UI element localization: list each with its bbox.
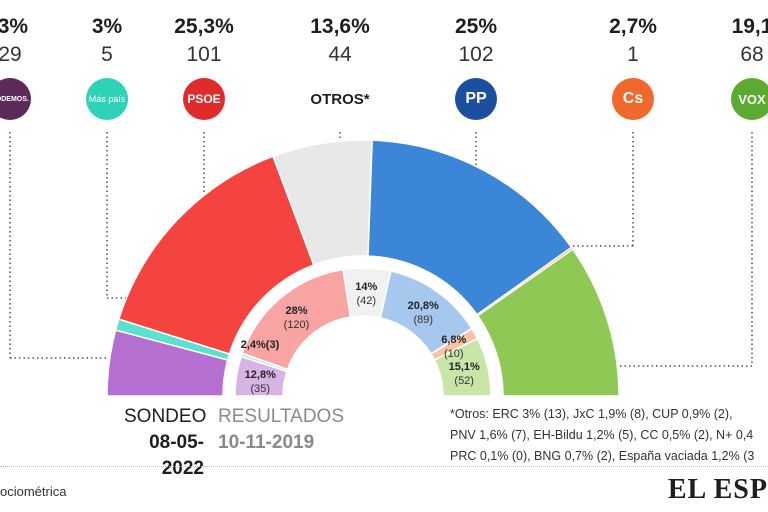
- party-column-maspais: 3% 5 Más país: [57, 14, 157, 120]
- party-column-pp: 25% 102 PP: [426, 14, 526, 120]
- party-column-podemos: ,3%29PODEMOS.: [0, 14, 60, 120]
- party-pct-otros: 13,6%: [310, 15, 370, 38]
- resultados-pct-maspais: 2,4%(3): [241, 339, 280, 351]
- resultados-seats-otros: (42): [356, 295, 376, 307]
- sondeo-date: 08-05-2022: [149, 432, 204, 479]
- party-seats-otros: 44: [328, 43, 352, 66]
- sondeo-segment-vox: [476, 248, 620, 397]
- resultados-seats-podemos: (35): [250, 383, 270, 395]
- resultados-seats-psoe: (120): [284, 319, 310, 331]
- resultados-date: 10-11-2019: [218, 432, 315, 453]
- resultados-seats-vox: (52): [454, 375, 474, 387]
- brand-logo: EL ESP: [667, 474, 768, 505]
- resultados-pct-otros: 14%: [355, 281, 377, 293]
- party-pct-cs: 2,7%: [609, 15, 657, 38]
- party-column-vox: 19,1 68 VOX: [702, 14, 768, 120]
- resultados-pct-podemos: 12,8%: [245, 369, 276, 381]
- sondeo-legend: SONDEO 08-05-2022: [124, 404, 207, 482]
- party-seats-vox: 68: [740, 43, 764, 66]
- party-column-cs: 2,7% 1 Cs: [583, 14, 683, 120]
- party-seats-psoe: 101: [186, 43, 222, 66]
- party-logo-otros: OTROS*: [310, 90, 370, 108]
- resultados-segment-vox: [433, 337, 492, 397]
- party-seats-podemos: 29: [0, 43, 22, 66]
- resultados-pct-vox: 15,1%: [449, 361, 480, 373]
- resultados-seats-cs: (10): [444, 348, 464, 360]
- resultados-pct-pp: 20,8%: [408, 300, 439, 312]
- party-logo-pp: PP: [455, 78, 497, 120]
- sondeo-segment-psoe: [117, 155, 315, 355]
- footnote-line-3: PRC 0,1% (0), BNG 0,7% (2), España vacia…: [450, 449, 755, 463]
- resultados-pct-cs: 6,8%: [441, 334, 466, 346]
- resultados-seats-pp: (89): [413, 314, 433, 326]
- footer-divider: [0, 466, 768, 467]
- party-column-otros: 13,6% 44 OTROS*: [290, 14, 390, 120]
- resultados-label: RESULTADOS: [218, 406, 344, 427]
- party-pct-vox: 19,1: [731, 15, 768, 38]
- footnote-line-2: PNV 1,6% (7), EH-Bildu 1,2% (5), CC 0,5%…: [450, 428, 754, 442]
- otros-footnote: *Otros: ERC 3% (13), JxC 1,9% (8), CUP 0…: [450, 404, 768, 467]
- party-pct-maspais: 3%: [91, 15, 123, 38]
- party-pct-psoe: 25,3%: [174, 15, 234, 38]
- party-logo-cs: Cs: [612, 78, 654, 120]
- sondeo-label: SONDEO: [124, 406, 207, 427]
- sondeo-ring: [106, 139, 620, 397]
- footnote-line-1: *Otros: ERC 3% (13), JxC 1,9% (8), CUP 0…: [450, 407, 733, 421]
- party-logo-maspais: Más país: [86, 78, 128, 120]
- party-pct-pp: 25%: [454, 15, 498, 38]
- resultados-ring: [234, 267, 492, 397]
- resultados-legend: RESULTADOS 10-11-2019: [218, 404, 344, 456]
- party-logo-vox: VOX: [731, 78, 768, 120]
- party-column-psoe: 25,3% 101 PSOE: [154, 14, 254, 120]
- source-credit: ociométrica: [0, 484, 67, 499]
- party-seats-maspais: 5: [101, 43, 113, 66]
- party-seats-cs: 1: [627, 43, 639, 66]
- resultados-pct-psoe: 28%: [285, 305, 307, 317]
- sondeo-segment-pp: [367, 139, 573, 316]
- party-pct-podemos: ,3%: [0, 15, 29, 38]
- party-logo-psoe: PSOE: [183, 78, 225, 120]
- resultados-labels: 12,8% (35) 2,4%(3) 28% (120) 14% (42) 20,8% (89)…: [241, 281, 480, 395]
- party-seats-pp: 102: [458, 43, 494, 66]
